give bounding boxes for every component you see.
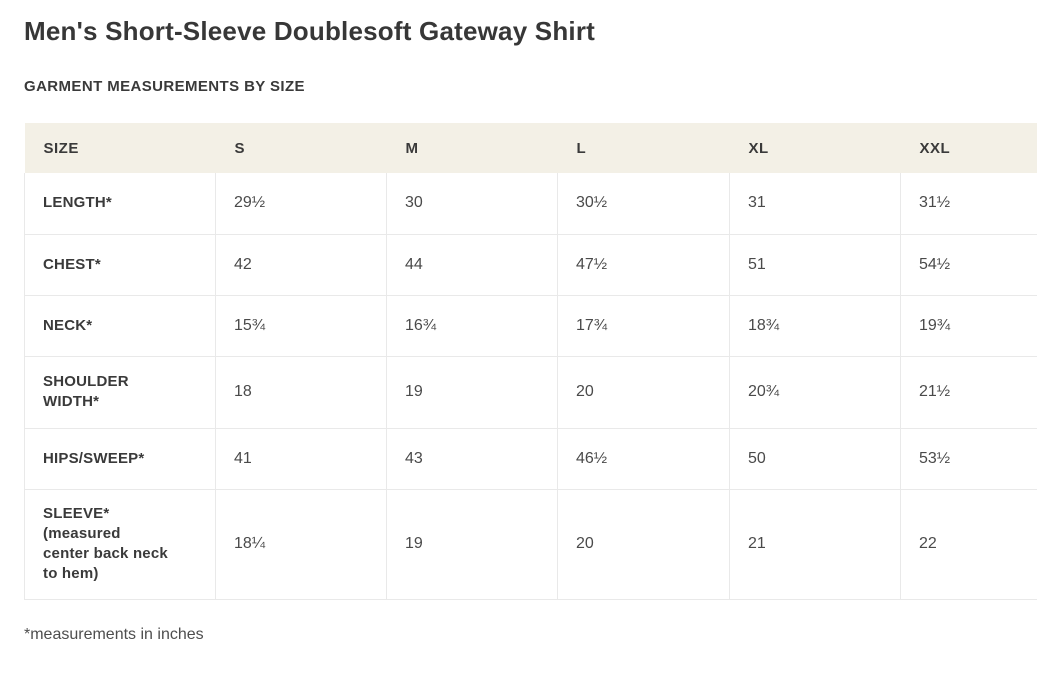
size-value: 42 [216, 234, 387, 295]
row-label: SLEEVE* (measured center back neck to he… [25, 489, 216, 599]
column-header: S [216, 123, 387, 173]
size-value: 20 [558, 356, 730, 428]
size-value: 46½ [558, 428, 730, 489]
column-header: XXL [901, 123, 1037, 173]
size-value: 29½ [216, 173, 387, 234]
size-value: 17¾ [558, 295, 730, 356]
column-header: XL [730, 123, 901, 173]
size-value: 18¼ [216, 489, 387, 599]
table-row: SLEEVE* (measured center back neck to he… [25, 489, 1037, 599]
size-value: 50 [730, 428, 901, 489]
size-value: 43 [387, 428, 558, 489]
size-value: 18 [216, 356, 387, 428]
size-value: 19¾ [901, 295, 1037, 356]
measurements-footnote: *measurements in inches [24, 625, 1037, 644]
size-value: 44 [387, 234, 558, 295]
size-value: 54½ [901, 234, 1037, 295]
page-title: Men's Short-Sleeve Doublesoft Gateway Sh… [24, 16, 1037, 46]
size-value: 18¾ [730, 295, 901, 356]
row-label: NECK* [25, 295, 216, 356]
size-chart-page: Men's Short-Sleeve Doublesoft Gateway Sh… [0, 16, 1037, 644]
row-label: LENGTH* [25, 173, 216, 234]
size-value: 51 [730, 234, 901, 295]
size-value: 19 [387, 356, 558, 428]
column-header: M [387, 123, 558, 173]
section-heading: GARMENT MEASUREMENTS BY SIZE [24, 78, 1037, 96]
size-value: 20 [558, 489, 730, 599]
size-value: 30½ [558, 173, 730, 234]
size-value: 20¾ [730, 356, 901, 428]
row-label: CHEST* [25, 234, 216, 295]
size-value: 53½ [901, 428, 1037, 489]
column-header: L [558, 123, 730, 173]
size-value: 31½ [901, 173, 1037, 234]
size-value: 16¾ [387, 295, 558, 356]
size-value: 21½ [901, 356, 1037, 428]
size-value: 47½ [558, 234, 730, 295]
size-value: 41 [216, 428, 387, 489]
size-value: 15¾ [216, 295, 387, 356]
column-header: SIZE [25, 123, 216, 173]
size-value: 22 [901, 489, 1037, 599]
row-label: SHOULDER WIDTH* [25, 356, 216, 428]
size-value: 30 [387, 173, 558, 234]
size-value: 21 [730, 489, 901, 599]
size-value: 19 [387, 489, 558, 599]
row-label: HIPS/SWEEP* [25, 428, 216, 489]
size-value: 31 [730, 173, 901, 234]
